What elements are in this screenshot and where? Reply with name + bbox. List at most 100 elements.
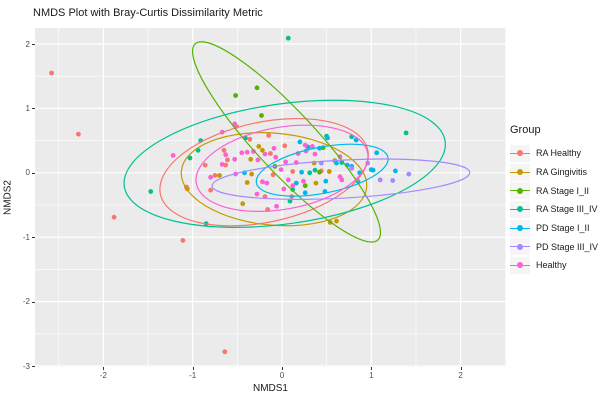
data-point [285, 35, 291, 41]
data-point [222, 349, 228, 355]
data-point [248, 156, 254, 162]
data-point [244, 149, 250, 155]
data-point [202, 162, 208, 168]
legend-entry-label: RA Healthy [536, 148, 582, 159]
y-tick-label: 0 [25, 168, 30, 178]
data-point [312, 151, 318, 157]
data-point [293, 180, 299, 186]
plot-title: NMDS Plot with Bray-Curtis Dissimilarity… [33, 7, 263, 19]
data-point [325, 135, 330, 141]
data-point [302, 142, 308, 148]
legend-entry-label: PD Stage III_IV [536, 241, 599, 252]
y-tick-mark [32, 44, 35, 45]
legend-entry-label: PD Stage I_II [536, 223, 590, 234]
data-point [370, 167, 376, 173]
legend-entries: RA Healthy RA Gingivitis RA Stage I_II RA S… [510, 144, 598, 275]
legend-key-dot [517, 225, 523, 232]
legend-entry-label: RA Gingivitis [536, 167, 588, 178]
data-point [208, 174, 214, 180]
data-point [282, 143, 288, 149]
legend-key-icon [510, 238, 530, 256]
data-point [233, 93, 239, 98]
x-tick-label: 1 [369, 371, 374, 380]
y-tick-mark [32, 301, 35, 303]
data-point [262, 151, 268, 157]
data-point [323, 178, 329, 184]
y-tick-label: -1 [22, 232, 30, 242]
y-tick-mark [32, 172, 35, 174]
x-tick-mark [460, 367, 462, 370]
data-point [301, 178, 306, 184]
data-point [240, 201, 246, 207]
data-point [256, 144, 262, 149]
data-point [374, 150, 380, 156]
chart-canvas [35, 28, 506, 367]
data-point [251, 149, 256, 154]
legend-entry: RA Healthy [510, 144, 598, 163]
data-point [221, 147, 227, 153]
legend-key-dot [517, 262, 523, 269]
y-tick-label: 1 [25, 103, 30, 113]
data-point [187, 155, 193, 161]
plot-panel [35, 28, 506, 367]
data-point [232, 156, 238, 162]
data-point [349, 165, 355, 171]
legend-key-dot [517, 206, 523, 213]
data-point [299, 169, 304, 175]
data-point [302, 190, 308, 196]
data-point [273, 154, 279, 160]
legend-entry: PD Stage III_IV [510, 237, 598, 256]
data-point [290, 187, 296, 192]
data-point [312, 167, 318, 173]
data-point [302, 183, 308, 189]
x-tick-label: 0 [279, 371, 285, 380]
group-ellipse [255, 143, 389, 197]
data-point [111, 214, 117, 220]
data-point [223, 152, 229, 158]
x-tick-label: 2 [458, 371, 463, 380]
data-point [278, 167, 284, 173]
data-point [180, 238, 186, 243]
data-point [270, 172, 276, 178]
data-point [285, 177, 291, 183]
y-tick-mark [32, 366, 35, 367]
legend-entry: Healthy [510, 256, 598, 275]
legend-key-icon [510, 200, 530, 218]
data-point [326, 169, 332, 174]
data-point [403, 130, 409, 136]
data-point [254, 85, 260, 91]
data-point [259, 113, 264, 118]
group-ellipse [195, 124, 369, 213]
data-point [254, 191, 260, 197]
legend-key-icon [510, 163, 530, 181]
legend-entry: RA Stage I_II [510, 181, 598, 200]
data-point [334, 218, 339, 224]
data-point [49, 70, 54, 76]
data-point [310, 144, 315, 149]
y-tick-label: 2 [25, 39, 30, 49]
legend-entry: RA Gingivitis [510, 163, 598, 182]
legend-key-dot [517, 243, 523, 250]
data-point [255, 157, 261, 163]
group-ellipse [211, 158, 471, 200]
data-point [283, 159, 288, 165]
data-point [281, 186, 287, 192]
legend: Group RA Healthy RA Gingivitis RA Stage I_… [510, 124, 598, 275]
group-ellipse [180, 132, 368, 227]
data-point [260, 179, 265, 185]
legend-entry: PD Stage I_II [510, 219, 598, 238]
legend-key-icon [510, 256, 530, 274]
x-tick-label: -1 [189, 371, 197, 380]
x-tick-mark [282, 367, 283, 370]
legend-key-icon [510, 219, 530, 237]
legend-key-dot [517, 169, 523, 176]
data-point [377, 177, 383, 183]
legend-title: Group [510, 124, 541, 136]
data-point [313, 180, 319, 186]
data-point [262, 194, 268, 200]
x-axis-title: NMDS1 [252, 383, 288, 394]
data-point [297, 139, 303, 145]
data-point [76, 131, 81, 137]
x-tick-mark [371, 367, 373, 370]
